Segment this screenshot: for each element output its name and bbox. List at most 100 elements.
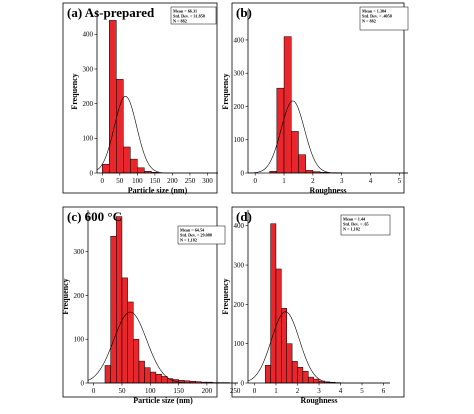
y-tick-label: 400 [83, 31, 94, 39]
y-tick-label: 400 [234, 36, 245, 44]
chart-panel-4: 0 1 2 3 4 5 6 0 100 200 300 400 Roughness Frequency (d… [221, 206, 405, 405]
panel-frame [231, 206, 405, 398]
stats-box [170, 6, 217, 25]
histogram-bar [313, 378, 320, 384]
stats-box [340, 214, 391, 236]
histogram-bar [116, 216, 123, 384]
stats-line: Mean = 1.44 [343, 217, 366, 222]
x-axis-label: Particle size (nm) [133, 396, 193, 405]
histogram-bar [302, 370, 309, 384]
y-tick-label: 400 [234, 222, 245, 230]
x-tick-label: 250 [185, 177, 196, 185]
y-tick-label: 300 [234, 70, 245, 78]
y-tick-label: 100 [83, 135, 94, 143]
y-axis-label: Frequency [221, 278, 230, 314]
histogram-bar [307, 376, 314, 384]
stats-line: N = 1,182 [343, 227, 360, 232]
y-tick-label: 200 [74, 292, 85, 300]
x-tick-label: 200 [202, 387, 213, 395]
panel-title: (c) 600 °C [67, 209, 122, 224]
normal-curve [247, 100, 408, 174]
y-tick-label: 0 [241, 169, 245, 177]
x-tick-label: 250 [230, 387, 241, 395]
y-tick-label: 100 [74, 336, 85, 344]
x-tick-label: 5 [398, 177, 402, 185]
stats-box [359, 6, 409, 31]
histogram-bar [130, 158, 138, 174]
histogram-bar [133, 338, 140, 384]
y-tick-label: 300 [83, 65, 94, 73]
y-tick-label: 200 [83, 100, 94, 108]
histogram-bar [127, 301, 134, 384]
x-axis-label: Roughness [310, 186, 347, 195]
histogram-bar [264, 365, 271, 384]
x-axis-label: Roughness [301, 396, 338, 405]
y-tick-label: 0 [90, 169, 94, 177]
y-tick-label: 300 [234, 261, 245, 269]
stats-box [177, 225, 226, 245]
x-tick-label: 1 [274, 387, 278, 395]
histogram-bar [275, 268, 282, 384]
x-tick-label: 300 [202, 177, 213, 185]
panel-title: (b) [236, 5, 252, 20]
panel-title: (d) [236, 209, 252, 224]
histogram-bar [116, 79, 124, 174]
histogram-bar [283, 36, 292, 174]
y-tick-label: 200 [234, 103, 245, 111]
x-tick-label: 100 [132, 177, 143, 185]
x-tick-label: 3 [317, 387, 321, 395]
y-tick-label: 100 [234, 136, 245, 144]
histogram-bar [150, 371, 157, 384]
stats-line: N = 882 [362, 19, 376, 24]
y-tick-label: 200 [234, 301, 245, 309]
y-axis-label: Frequency [221, 73, 230, 109]
histogram-bar [144, 367, 151, 384]
histogram-bar [102, 164, 110, 174]
x-tick-label: 100 [145, 387, 156, 395]
x-tick-label: 1 [282, 177, 286, 185]
histogram-bar [297, 367, 304, 384]
histogram-bar [138, 360, 145, 384]
y-axis-label: Frequency [70, 73, 79, 109]
stats-line: Std. Dev. = .4058 [362, 14, 392, 19]
y-tick-label: 0 [81, 379, 85, 387]
x-tick-label: 150 [173, 387, 184, 395]
histogram-bar [290, 131, 299, 174]
stats-line: N = 1,182 [180, 238, 197, 243]
histogram-bar [276, 87, 285, 174]
stats-line: Std. Dev. = 29.088 [180, 233, 212, 238]
x-tick-label: 0 [253, 177, 257, 185]
x-tick-label: 50 [116, 177, 124, 185]
x-tick-label: 150 [150, 177, 161, 185]
histogram-bar [298, 154, 306, 174]
histogram-bar [104, 365, 111, 384]
y-tick-label: 100 [234, 340, 245, 348]
x-tick-label: 2 [311, 177, 315, 185]
histogram-bar [270, 223, 277, 384]
x-tick-label: 4 [369, 177, 373, 185]
chart-panel-1: 0 50 100 150 200 250 300 0 100 200 300 400 Particle … [62, 2, 218, 195]
histogram-bar [161, 376, 168, 384]
panel-frame [231, 2, 405, 194]
y-axis-label: Frequency [61, 278, 70, 314]
stats-line: Std. Dev. = .65 [343, 222, 369, 227]
panel-frame [62, 2, 218, 194]
panel-frame [62, 206, 218, 398]
histogram-bar [291, 361, 298, 384]
histogram-bar [286, 343, 293, 384]
x-tick-label: 0 [253, 387, 257, 395]
panel-title: (a) As-prepared [67, 5, 155, 20]
x-tick-label: 0 [92, 387, 96, 395]
stats-line: N = 882 [173, 19, 187, 24]
x-tick-label: 200 [167, 177, 178, 185]
y-tick-label: 300 [74, 248, 85, 256]
x-tick-label: 6 [382, 387, 386, 395]
histogram-bar [123, 146, 131, 174]
histogram-bar [281, 308, 287, 384]
histogram-bar [137, 167, 145, 174]
x-tick-label: 3 [340, 177, 344, 185]
x-axis-label: Particle size (nm) [128, 186, 188, 195]
x-tick-label: 5 [360, 387, 364, 395]
x-tick-label: 50 [118, 387, 126, 395]
